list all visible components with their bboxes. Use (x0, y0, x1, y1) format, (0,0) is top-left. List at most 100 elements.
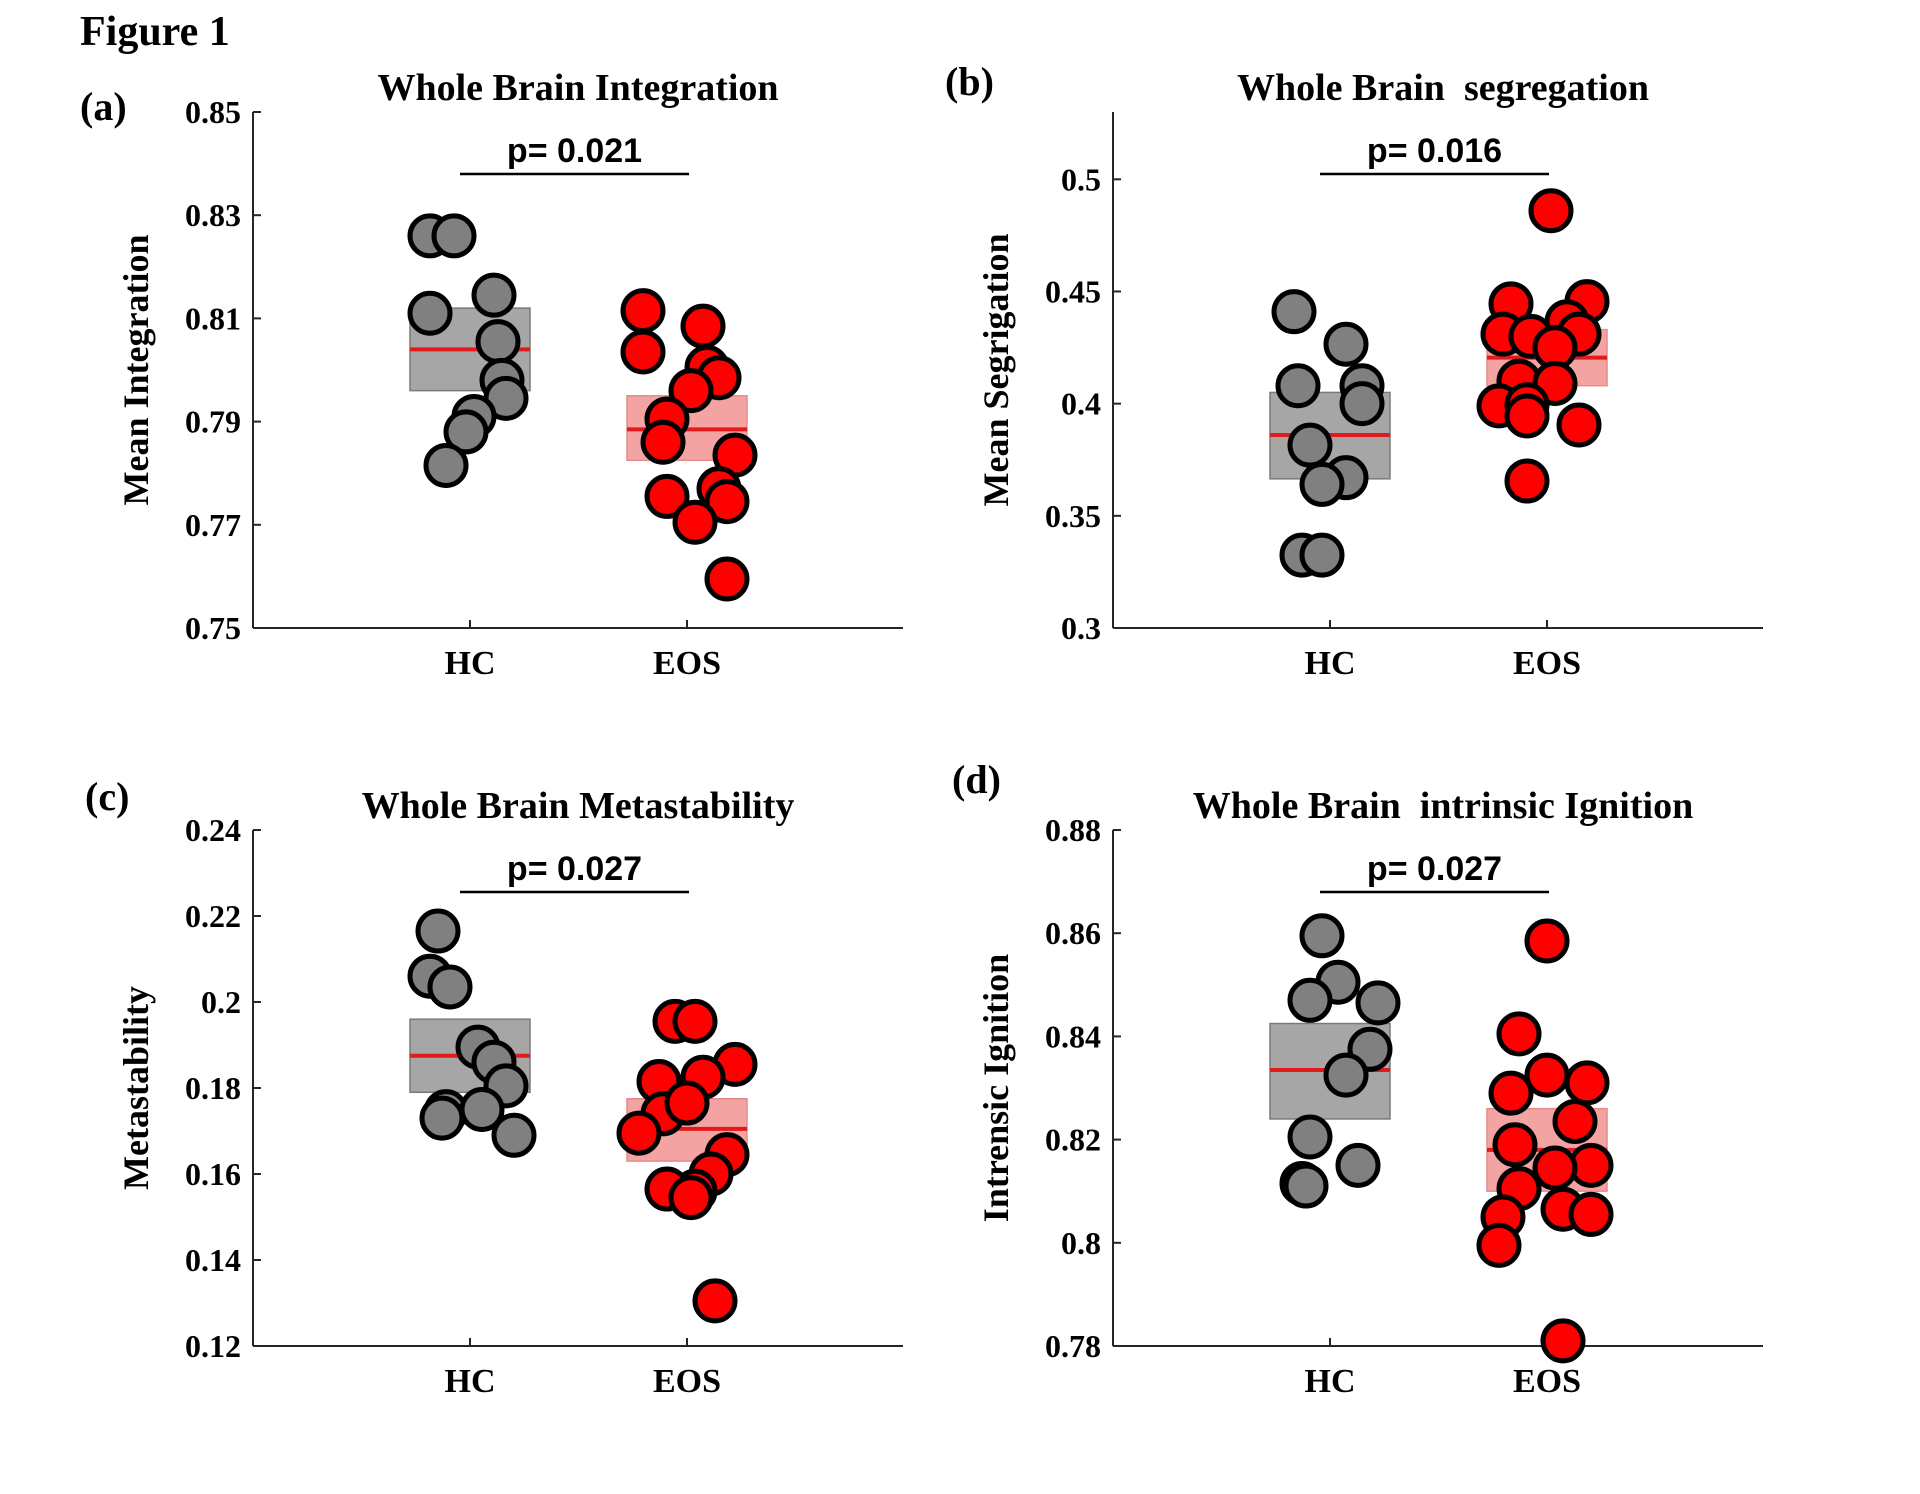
data-point (1532, 1145, 1578, 1191)
chart-panel: 0.75 0.77 0.79 0.81 0.83 0.85 HC EOS (a) Whole Br… (80, 67, 903, 682)
y-axis-label: Mean Integration (116, 235, 156, 506)
panel-letter: (d) (952, 757, 1001, 802)
data-point (644, 473, 690, 519)
panel-title: Whole Brain intrinsic Ignition (1193, 785, 1693, 827)
data-point (1299, 461, 1345, 507)
y-tick-label: 0.84 (1045, 1018, 1101, 1054)
y-tick-label: 0.35 (1045, 498, 1101, 534)
y-tick-label: 0.16 (185, 1156, 241, 1192)
y-tick-label: 0.83 (185, 197, 241, 233)
x-category-label: HC (445, 1363, 496, 1400)
data-point (664, 1080, 710, 1126)
y-axis-label: Intrensic Ignition (976, 954, 1016, 1222)
data-point (1488, 1070, 1534, 1116)
y-axis-label: Metastability (116, 986, 156, 1190)
p-value-label: p= 0.027 (507, 850, 642, 888)
x-category-label: EOS (1513, 1363, 1581, 1400)
y-tick-label: 0.82 (1045, 1122, 1101, 1158)
data-point (415, 908, 461, 954)
p-value-label: p= 0.027 (1367, 850, 1502, 888)
y-tick-label: 0.14 (185, 1242, 241, 1278)
panel-title: Whole Brain Metastability (362, 785, 795, 827)
data-point (1476, 1222, 1522, 1268)
y-tick-label: 0.79 (185, 404, 241, 440)
p-value-label: p= 0.016 (1367, 132, 1502, 170)
x-category-label: HC (1305, 645, 1356, 682)
chart-panel: 0.12 0.14 0.16 0.18 0.2 0.22 0.24 HC EOS (c) Whole… (85, 774, 903, 1400)
x-category-label: EOS (653, 1363, 721, 1400)
data-point (1504, 458, 1550, 504)
chart-panel: 0.3 0.35 0.4 0.45 0.5 HC EOS (b) Whole Brain seg… (945, 59, 1763, 682)
data-point (672, 499, 718, 545)
data-point (443, 409, 489, 455)
data-point (620, 329, 666, 375)
data-point (1540, 1318, 1586, 1364)
data-point (1524, 1052, 1570, 1098)
y-tick-label: 0.85 (185, 94, 241, 130)
data-point (1355, 980, 1401, 1026)
data-point (704, 479, 750, 525)
data-point (407, 290, 453, 336)
y-tick-label: 0.77 (185, 507, 241, 543)
y-tick-label: 0.22 (185, 898, 241, 934)
data-point (1323, 321, 1369, 367)
data-point (1552, 1099, 1598, 1145)
y-tick-label: 0.78 (1045, 1328, 1101, 1364)
x-category-label: EOS (653, 645, 721, 682)
panel-letter: (b) (945, 59, 994, 104)
data-point (427, 964, 473, 1010)
data-point (471, 272, 517, 318)
data-point (1568, 1191, 1614, 1237)
y-tick-label: 0.75 (185, 610, 241, 646)
data-point (1564, 1060, 1610, 1106)
data-point (1339, 381, 1385, 427)
data-point (1496, 1011, 1542, 1057)
p-value-label: p= 0.021 (507, 132, 642, 170)
panel-title: Whole Brain Integration (377, 67, 778, 109)
data-point (1528, 188, 1574, 234)
y-tick-label: 0.5 (1061, 161, 1101, 197)
y-tick-label: 0.86 (1045, 915, 1101, 951)
x-category-label: HC (445, 645, 496, 682)
data-point (1299, 913, 1345, 959)
y-tick-label: 0.12 (185, 1328, 241, 1364)
data-point (1556, 402, 1602, 448)
data-point (1283, 1163, 1329, 1209)
data-point (1287, 977, 1333, 1023)
figure-title: Figure 1 (80, 9, 230, 55)
panel-letter: (a) (80, 84, 127, 129)
data-point (419, 1095, 465, 1141)
data-point (1287, 1114, 1333, 1160)
y-tick-label: 0.8 (1061, 1225, 1101, 1261)
data-point (431, 213, 477, 259)
data-point (672, 998, 718, 1044)
y-tick-label: 0.45 (1045, 273, 1101, 309)
y-axis-label: Mean Segrigation (976, 234, 1016, 507)
data-point (1492, 1122, 1538, 1168)
data-point (1287, 422, 1333, 468)
data-point (620, 288, 666, 334)
x-category-label: HC (1305, 1363, 1356, 1400)
y-tick-label: 0.4 (1061, 386, 1101, 422)
data-point (616, 1110, 662, 1156)
data-point (668, 368, 714, 414)
panel-letter: (c) (85, 774, 129, 819)
data-point (1275, 363, 1321, 409)
data-point (1504, 393, 1550, 439)
y-tick-label: 0.88 (1045, 812, 1101, 848)
data-point (1271, 289, 1317, 335)
data-point (1299, 532, 1345, 578)
data-point (1524, 918, 1570, 964)
y-tick-label: 0.24 (185, 812, 241, 848)
y-tick-label: 0.3 (1061, 610, 1101, 646)
data-point (1323, 1052, 1369, 1098)
data-point (704, 556, 750, 602)
data-point (680, 303, 726, 349)
data-point (1335, 1142, 1381, 1188)
data-point (475, 319, 521, 365)
data-point (668, 1175, 714, 1221)
y-tick-label: 0.81 (185, 300, 241, 336)
chart-panel: 0.78 0.8 0.82 0.84 0.86 0.88 HC EOS (d) Whole Bra… (952, 757, 1763, 1400)
data-point (640, 419, 686, 465)
